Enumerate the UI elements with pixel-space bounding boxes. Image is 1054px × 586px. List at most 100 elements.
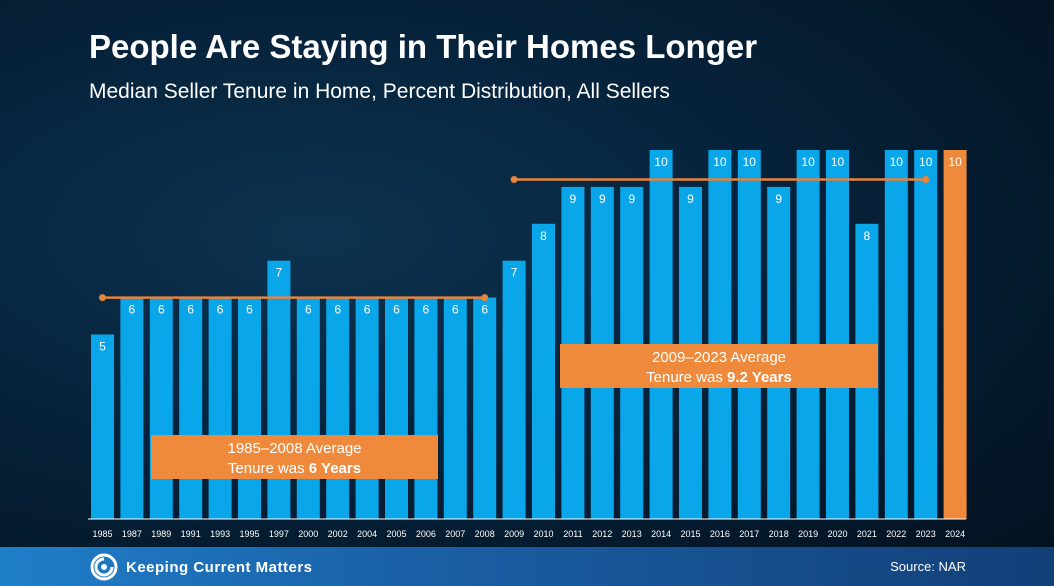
bar-1993 [208, 297, 232, 519]
bar-1987 [120, 297, 144, 519]
x-tick-2007: 2007 [445, 529, 465, 539]
x-tick-2000: 2000 [298, 529, 318, 539]
bar-2017 [737, 150, 761, 519]
average-callout-line1: 2009–2023 Average [652, 349, 786, 366]
x-tick-1985: 1985 [92, 529, 112, 539]
average-line-end [922, 176, 930, 184]
bar-2020 [826, 150, 849, 519]
value-label-2011: 9 [570, 192, 577, 206]
average-callout-value: 6 Years [309, 460, 361, 477]
bar-2008 [473, 297, 497, 519]
value-label-1997: 7 [276, 266, 283, 280]
swirl-logo-icon [90, 553, 118, 581]
x-tick-1993: 1993 [210, 529, 230, 539]
x-tick-1995: 1995 [239, 529, 259, 539]
value-label-2000: 6 [305, 303, 312, 317]
source-label: Source: NAR [890, 559, 966, 574]
x-tick-2018: 2018 [769, 529, 789, 539]
x-tick-2024: 2024 [945, 529, 965, 539]
x-tick-2008: 2008 [475, 529, 495, 539]
bar-2004 [355, 297, 379, 519]
x-tick-2023: 2023 [916, 529, 936, 539]
x-tick-1991: 1991 [181, 529, 201, 539]
x-tick-2002: 2002 [328, 529, 348, 539]
x-tick-2009: 2009 [504, 529, 524, 539]
bar-2022 [884, 150, 908, 519]
bar-2007 [443, 297, 467, 519]
page-subtitle: Median Seller Tenure in Home, Percent Di… [89, 80, 670, 103]
value-label-2004: 6 [364, 303, 371, 317]
value-label-2014: 10 [654, 155, 668, 169]
bar-2005 [385, 297, 408, 519]
bar-2023 [914, 150, 938, 519]
bar-1991 [179, 297, 203, 519]
average-annotation-2: 2009–2023 Average Tenure was 9.2 Years [510, 176, 930, 388]
bar-2019 [796, 150, 820, 519]
average-callout-line1: 1985–2008 Average [227, 440, 361, 457]
average-line-start [510, 176, 518, 184]
x-tick-2016: 2016 [710, 529, 730, 539]
x-tick-2021: 2021 [857, 529, 877, 539]
average-callout-prefix: Tenure was [228, 460, 309, 477]
logo-text: Keeping Current Matters [126, 558, 313, 576]
x-tick-1997: 1997 [269, 529, 289, 539]
average-callout-prefix: Tenure was [646, 369, 727, 386]
value-label-2006: 6 [423, 303, 430, 317]
value-label-2017: 10 [743, 155, 757, 169]
value-label-2020: 10 [831, 155, 845, 169]
value-label-2010: 8 [540, 229, 547, 243]
bar-2024 [943, 150, 967, 519]
bar-2010 [532, 223, 555, 520]
value-label-2007: 6 [452, 303, 459, 317]
kcm-logo: Keeping Current Matters [90, 553, 313, 581]
bar-1989 [149, 297, 173, 519]
bar-2006 [414, 297, 438, 519]
average-callout-line2: Tenure was 9.2 Years [646, 369, 792, 386]
bar-2016 [708, 150, 732, 519]
average-line-end [481, 294, 489, 302]
value-label-2002: 6 [334, 303, 341, 317]
x-tick-2017: 2017 [739, 529, 759, 539]
value-label-2023: 10 [919, 155, 933, 169]
average-callout-box [151, 435, 438, 479]
x-tick-labels: 1985 1987 1989 1991 1993 1995 1997 2000 2002 2004… [92, 529, 965, 539]
value-label-2005: 6 [393, 303, 400, 317]
average-line-start [99, 294, 106, 302]
value-label-1995: 6 [246, 303, 253, 317]
value-label-2012: 9 [599, 192, 606, 206]
average-callout-box [560, 344, 878, 388]
value-label-2018: 9 [775, 192, 782, 206]
footer-bar: Keeping Current Matters Source: NAR [0, 547, 1054, 586]
value-label-2016: 10 [713, 155, 727, 169]
x-tick-2011: 2011 [563, 529, 582, 539]
bar-2002 [326, 297, 350, 519]
bar-2000 [296, 297, 320, 519]
x-tick-2022: 2022 [886, 529, 906, 539]
value-label-1987: 6 [129, 303, 136, 317]
value-label-1985: 5 [99, 340, 106, 354]
value-label-2022: 10 [890, 155, 904, 169]
value-label-2009: 7 [511, 266, 518, 280]
x-tick-2014: 2014 [651, 529, 671, 539]
x-tick-2020: 2020 [827, 529, 847, 539]
value-label-2024: 10 [948, 155, 962, 169]
x-tick-2010: 2010 [533, 529, 553, 539]
x-tick-2019: 2019 [798, 529, 818, 539]
value-label-2013: 9 [628, 192, 635, 206]
x-tick-2012: 2012 [592, 529, 612, 539]
value-label-1989: 6 [158, 303, 165, 317]
bar-chart: 5 6 6 6 6 6 7 6 6 6 6 6 6 6 7 8 9 9 9 10 9 10 10 9 10 10 8 10 10 10 19… [91, 150, 967, 539]
x-tick-2004: 2004 [357, 529, 377, 539]
average-annotation-1: 1985–2008 Average Tenure was 6 Years [99, 294, 489, 479]
value-label-1991: 6 [187, 303, 194, 317]
x-tick-1989: 1989 [151, 529, 171, 539]
x-tick-2006: 2006 [416, 529, 436, 539]
value-label-2008: 6 [481, 303, 488, 317]
bar-1985 [91, 334, 114, 519]
value-label-2021: 8 [864, 229, 871, 243]
bar-2009 [502, 260, 526, 519]
page-title: People Are Staying in Their Homes Longer [89, 28, 758, 65]
x-tick-2015: 2015 [680, 529, 700, 539]
value-labels: 5 6 6 6 6 6 7 6 6 6 6 6 6 6 7 8 9 9 9 10 9 10 10 9 10 10 8 10 10 10 [99, 155, 962, 354]
value-label-2019: 10 [801, 155, 815, 169]
